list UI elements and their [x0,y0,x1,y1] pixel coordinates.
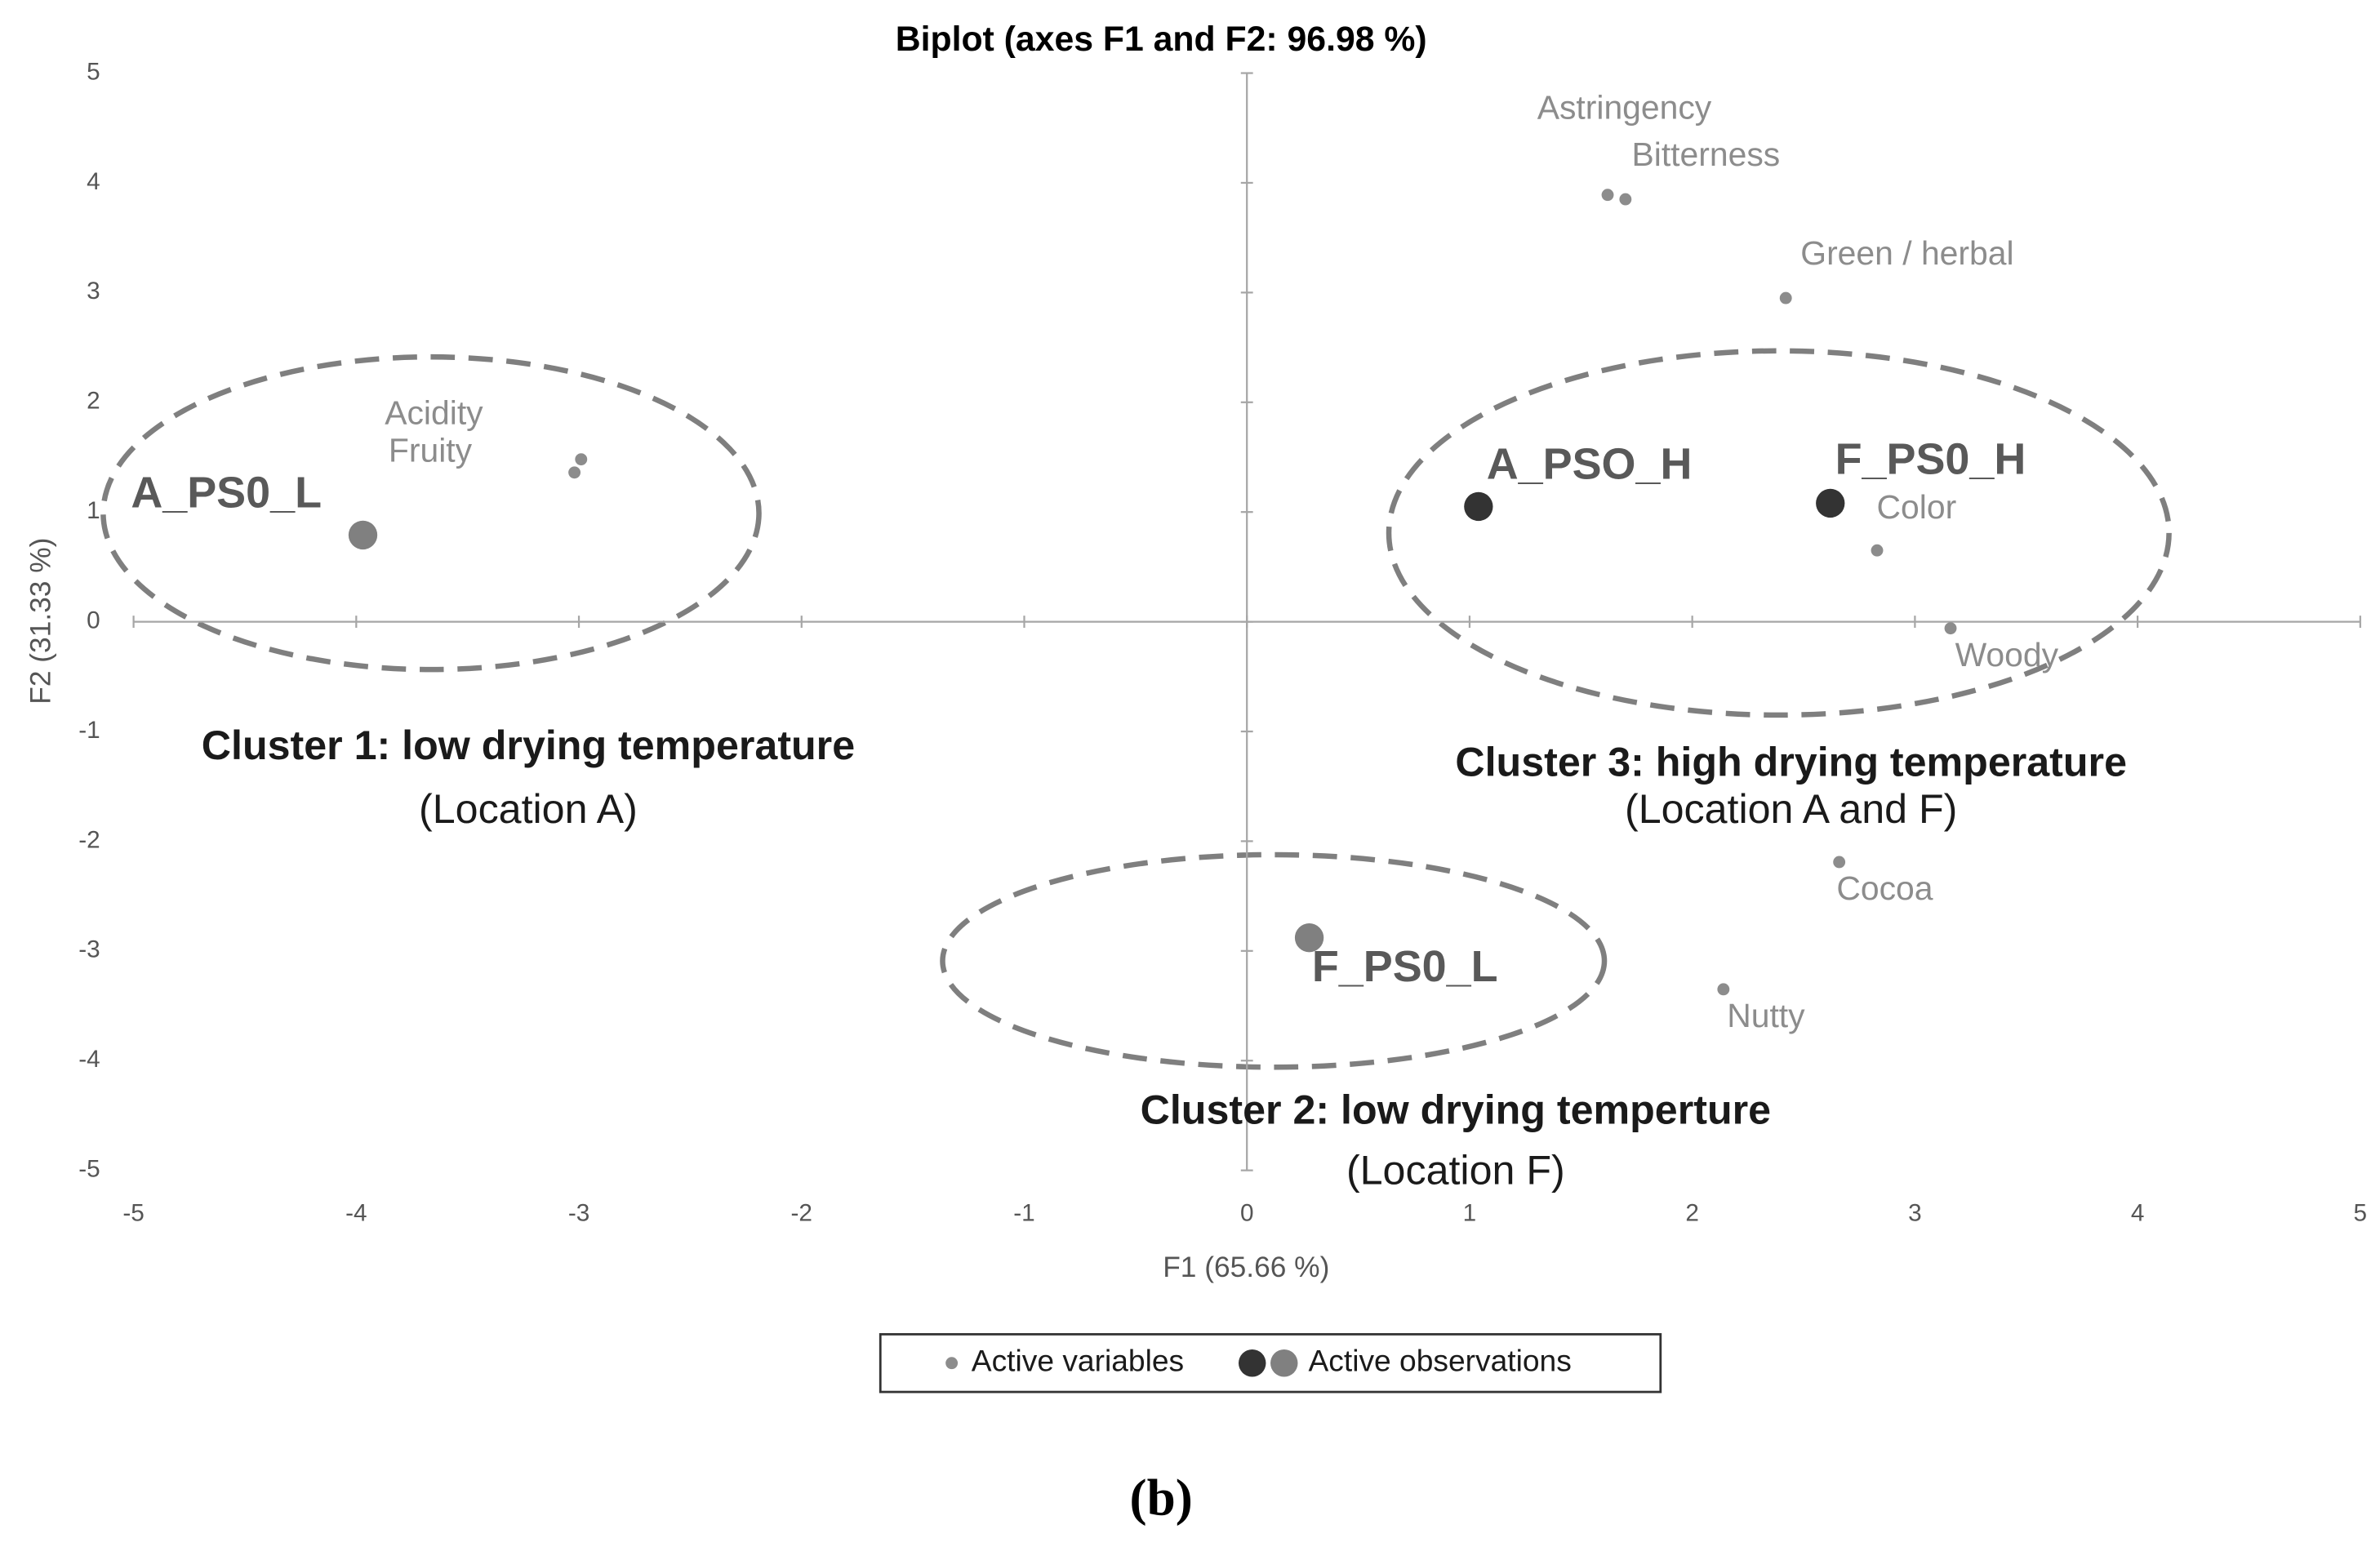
y-tick-label: -4 [78,1046,100,1073]
x-tick-label: 0 [1240,1199,1254,1226]
x-tick-label: -4 [345,1199,367,1226]
variable-label: Color [1877,488,1957,526]
variable-label: Bitterness [1631,136,1780,173]
x-tick-label: 5 [2354,1199,2368,1226]
observation-label: A_PS0_L [131,468,322,517]
variable-label: Green / herbal [1800,234,2013,272]
x-tick-label: -3 [568,1199,589,1226]
legend-marker [1238,1349,1266,1377]
observation-label: F_PS0_H [1835,434,2026,483]
y-tick-label: 0 [87,607,100,633]
x-tick-label: 4 [2131,1199,2145,1226]
observation-label: A_PSO_H [1487,439,1693,488]
observation-point [348,520,378,550]
legend-marker [945,1357,959,1370]
cluster-annotation: (Location F) [1346,1148,1565,1194]
variable-point [1871,544,1884,557]
variable-point [575,453,588,466]
variable-label: Fruity [389,431,473,469]
observation-point [1294,923,1324,953]
cluster-annotation: Cluster 1: low drying temperature [202,722,855,768]
x-tick-label: -5 [122,1199,144,1226]
observation-point [1816,488,1845,518]
variable-point [1833,856,1846,869]
caption: (b) [1130,1469,1193,1526]
legend-marker [1270,1349,1298,1377]
chart-title: Biplot (axes F1 and F2: 96.98 %) [896,20,1427,59]
observation-label: F_PS0_L [1312,942,1498,991]
y-tick-label: 5 [87,58,100,85]
variable-point [1619,193,1632,206]
y-tick-label: -3 [78,936,100,963]
x-axis-label: F1 (65.66 %) [1163,1251,1329,1283]
y-tick-label: 2 [87,388,100,415]
x-tick-label: 1 [1463,1199,1477,1226]
variable-label: Astringency [1537,88,1712,126]
variable-label: Cocoa [1836,869,1933,907]
y-tick-label: 4 [87,168,100,195]
variable-point [1601,189,1614,202]
cluster-annotation: (Location A and F) [1625,786,1957,832]
x-tick-label: 2 [1685,1199,1699,1226]
cluster-annotation: Cluster 2: low drying temperture [1141,1087,1771,1132]
cluster-ellipse [100,353,762,673]
x-tick-label: 3 [1908,1199,1922,1226]
y-axis-label: F2 (31.33 %) [24,538,56,705]
x-tick-label: -2 [791,1199,812,1226]
variable-label: Nutty [1727,997,1805,1034]
y-tick-label: -5 [78,1156,100,1183]
y-tick-label: -1 [78,717,100,744]
variable-point [1717,983,1730,996]
variable-label: Woody [1955,636,2059,673]
observation-point [1464,491,1493,522]
y-tick-label: 1 [87,497,100,524]
variable-label: Acidity [385,394,483,432]
cluster-ellipse [940,851,1608,1070]
cluster-ellipse [1386,348,2172,718]
y-tick-label: -2 [78,826,100,853]
variable-point [568,466,581,479]
variable-point [1944,622,1957,635]
y-tick-label: 3 [87,278,100,305]
x-tick-label: -1 [1013,1199,1034,1226]
cluster-annotation: Cluster 3: high drying temperature [1455,740,2127,785]
legend-label: Active variables [972,1344,1184,1378]
legend-label: Active observations [1309,1344,1572,1378]
cluster-annotation: (Location A) [419,786,638,832]
variable-point [1779,291,1792,305]
